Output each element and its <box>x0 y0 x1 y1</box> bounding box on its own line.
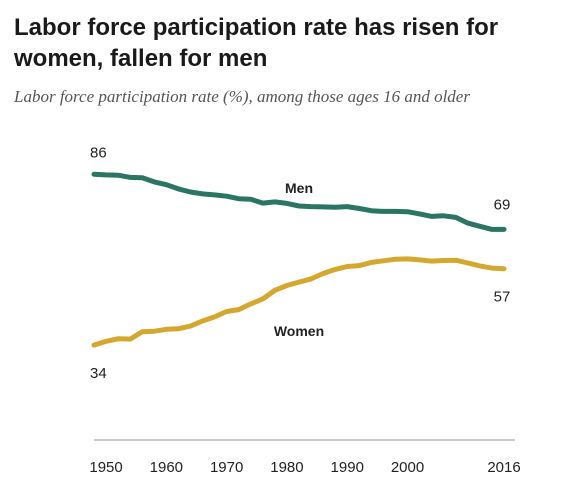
x-tick-label-2000: 2000 <box>391 459 424 476</box>
x-tick-label-1980: 1980 <box>270 459 303 476</box>
x-tick-label-1970: 1970 <box>210 459 243 476</box>
x-tick-label-1960: 1960 <box>150 459 183 476</box>
x-axis-ticks: 1950 1960 1970 1980 1990 2000 2016 <box>89 459 520 476</box>
x-tick-label-2016: 2016 <box>487 459 520 476</box>
women-series-label: Women <box>274 323 324 339</box>
men-end-value-label: 69 <box>494 196 511 213</box>
series-lines <box>94 174 504 345</box>
men-start-value-label: 86 <box>90 144 107 161</box>
women-start-value-label: 34 <box>90 365 107 382</box>
x-tick-label-1990: 1990 <box>331 459 364 476</box>
men-series-label: Men <box>285 180 313 196</box>
women-end-value-label: 57 <box>494 289 511 306</box>
x-tick-label-1950: 1950 <box>89 459 122 476</box>
